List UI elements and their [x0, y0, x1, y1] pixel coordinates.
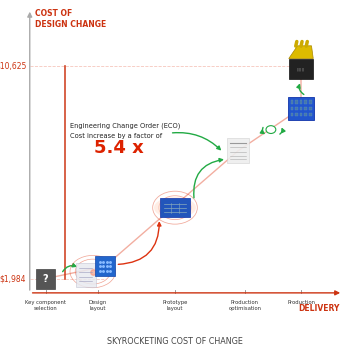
- FancyBboxPatch shape: [309, 106, 312, 110]
- FancyBboxPatch shape: [304, 100, 307, 104]
- FancyBboxPatch shape: [290, 106, 293, 110]
- Text: 5.4 x: 5.4 x: [94, 140, 144, 157]
- FancyBboxPatch shape: [295, 106, 298, 110]
- Text: Key component
selection: Key component selection: [25, 300, 66, 311]
- FancyBboxPatch shape: [160, 198, 190, 217]
- Text: Prototype
layout: Prototype layout: [162, 300, 188, 311]
- FancyBboxPatch shape: [295, 100, 298, 104]
- FancyBboxPatch shape: [290, 100, 293, 104]
- Text: ?: ?: [43, 274, 48, 284]
- FancyBboxPatch shape: [300, 100, 302, 104]
- Text: Production: Production: [287, 300, 315, 305]
- Text: Engineering Change Order (ECO): Engineering Change Order (ECO): [70, 123, 180, 129]
- Text: $10,625: $10,625: [0, 61, 26, 70]
- FancyBboxPatch shape: [290, 113, 293, 116]
- FancyBboxPatch shape: [227, 138, 249, 163]
- FancyBboxPatch shape: [289, 59, 313, 79]
- Ellipse shape: [266, 126, 276, 133]
- Polygon shape: [289, 46, 313, 59]
- FancyBboxPatch shape: [295, 113, 298, 116]
- Ellipse shape: [154, 197, 196, 218]
- Text: Cost increase by a factor of: Cost increase by a factor of: [70, 133, 162, 138]
- FancyBboxPatch shape: [76, 263, 96, 287]
- Text: SKYROCKETING COST OF CHANGE: SKYROCKETING COST OF CHANGE: [107, 337, 243, 346]
- Text: COST OF: COST OF: [35, 9, 72, 18]
- FancyBboxPatch shape: [309, 113, 312, 116]
- FancyBboxPatch shape: [309, 100, 312, 104]
- Text: ||||||: ||||||: [297, 67, 305, 71]
- Text: DESIGN CHANGE: DESIGN CHANGE: [35, 20, 106, 28]
- Text: Design
layout: Design layout: [89, 300, 107, 311]
- FancyBboxPatch shape: [300, 106, 302, 110]
- Text: Production
optimisation: Production optimisation: [229, 300, 261, 311]
- Text: $1,984: $1,984: [0, 274, 26, 283]
- FancyBboxPatch shape: [300, 113, 302, 116]
- FancyBboxPatch shape: [304, 113, 307, 116]
- FancyBboxPatch shape: [95, 256, 115, 276]
- Text: DELIVERY: DELIVERY: [298, 304, 340, 312]
- FancyBboxPatch shape: [36, 269, 55, 289]
- FancyBboxPatch shape: [304, 106, 307, 110]
- FancyBboxPatch shape: [288, 97, 314, 120]
